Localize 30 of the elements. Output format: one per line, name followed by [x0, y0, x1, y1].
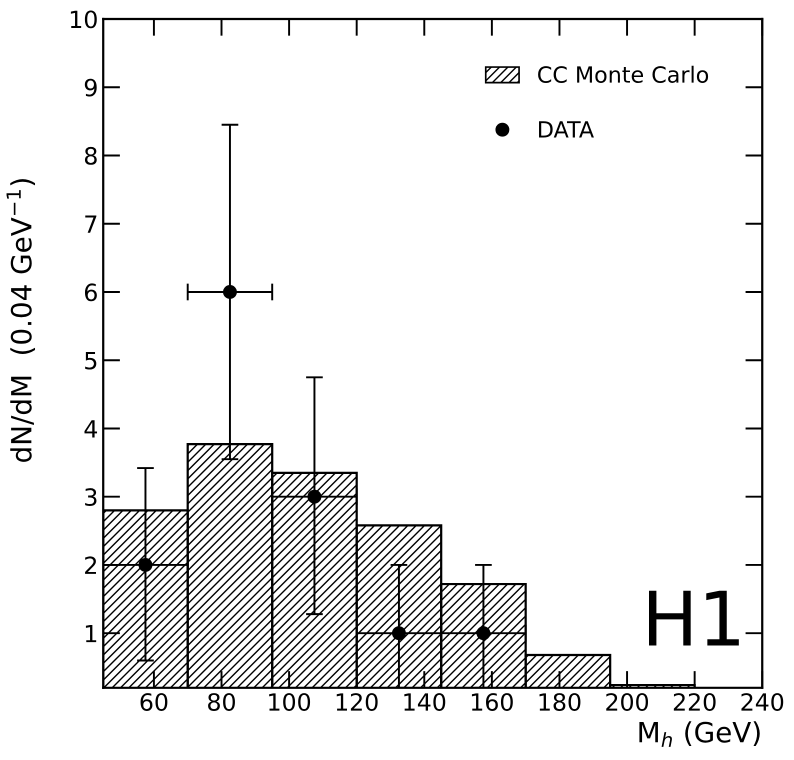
x-tick-label: 120 — [336, 693, 378, 711]
x-tick-label: 200 — [606, 693, 648, 711]
legend-label: CC Monte Carlo — [538, 66, 708, 83]
point — [476, 626, 490, 640]
x-tick-label: 160 — [472, 693, 513, 711]
y-tick-label: 4 — [84, 420, 98, 438]
x-tick-label: 180 — [540, 693, 580, 711]
legend-label: DATA — [539, 121, 594, 138]
y-tick-label: 1 — [86, 624, 96, 642]
y-axis-title: dN/dM (0.04 GeV$^{−1}$) — [6, 179, 36, 462]
y-tick-label: 3 — [85, 488, 96, 506]
y-tick-label: 9 — [84, 78, 97, 97]
point — [392, 626, 406, 640]
y-tick-label: 10 — [70, 10, 97, 28]
y-tick-label: 8 — [84, 146, 97, 165]
point — [223, 285, 237, 299]
y-tick-label: 2 — [85, 556, 96, 574]
annotation: H1 — [649, 590, 739, 646]
x-tick-label: 240 — [741, 693, 784, 711]
y-tick-label: 6 — [84, 283, 97, 302]
point — [308, 490, 322, 504]
x-tick-label: 140 — [404, 693, 446, 711]
x-tick-label: 100 — [269, 693, 310, 711]
x-tick-label: 80 — [208, 693, 235, 711]
point — [138, 558, 152, 572]
x-tick-label: 60 — [140, 693, 168, 711]
y-tick-label: 7 — [85, 215, 96, 233]
y-tick-label: 5 — [85, 352, 96, 370]
x-axis-title: M$_{h}$ (GeV) — [639, 721, 760, 747]
x-tick-label: 220 — [674, 693, 716, 711]
